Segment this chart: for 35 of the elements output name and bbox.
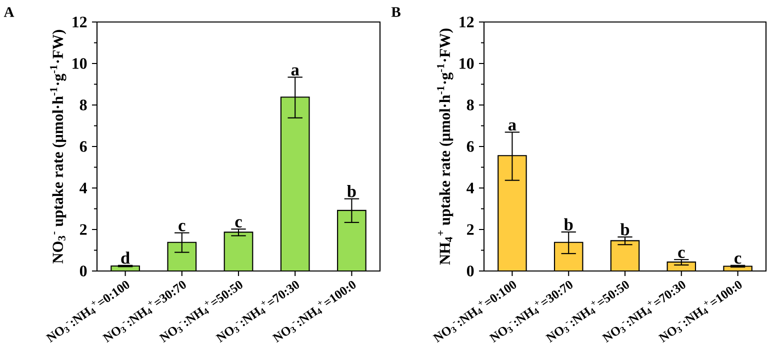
annotation: b bbox=[620, 223, 630, 236]
bar bbox=[498, 155, 527, 271]
y-tick-label: 10 bbox=[460, 58, 474, 69]
y-axis-title: NH$_{4}$$^{+}$ uptake rate (μmol·h$^{-1}$·g$^{-1}$·FW) bbox=[437, 28, 454, 265]
y-tick-label: 8 bbox=[466, 100, 474, 110]
annotation: d bbox=[121, 252, 130, 264]
bar bbox=[554, 242, 584, 271]
annotation: b bbox=[347, 185, 356, 198]
bar bbox=[167, 242, 197, 271]
chart-title: A bbox=[4, 7, 14, 17]
y-tick-label: 6 bbox=[80, 141, 87, 152]
annotation: a bbox=[508, 122, 516, 131]
y-tick-label: 8 bbox=[80, 100, 87, 110]
y-tick-label: 4 bbox=[80, 182, 88, 194]
annotation: a bbox=[291, 67, 300, 76]
y-tick-label: 0 bbox=[466, 266, 474, 276]
y-tick-label: 4 bbox=[466, 182, 474, 194]
annotation: c bbox=[235, 219, 242, 228]
annotation: c bbox=[678, 250, 685, 258]
bar bbox=[610, 240, 640, 271]
y-tick-label: 12 bbox=[72, 16, 87, 28]
y-tick-label: 0 bbox=[80, 266, 87, 276]
y-tick-label: 6 bbox=[466, 141, 474, 152]
y-tick-label: 10 bbox=[72, 58, 87, 69]
y-tick-label: 2 bbox=[80, 224, 87, 235]
annotation: c bbox=[734, 255, 742, 264]
bar bbox=[224, 232, 254, 271]
bar bbox=[280, 96, 310, 271]
bar bbox=[337, 210, 366, 271]
y-tick-label: 2 bbox=[467, 224, 474, 235]
y-axis-title: NO$_{3}$$^{-}$ uptake rate (μmol·h$^{-1}$·g$^{-1}$·FW) bbox=[50, 30, 66, 264]
annotation: c bbox=[178, 222, 186, 232]
y-tick-label: 12 bbox=[460, 16, 474, 28]
chart-title: B bbox=[391, 7, 400, 17]
annotation: b bbox=[564, 218, 573, 230]
